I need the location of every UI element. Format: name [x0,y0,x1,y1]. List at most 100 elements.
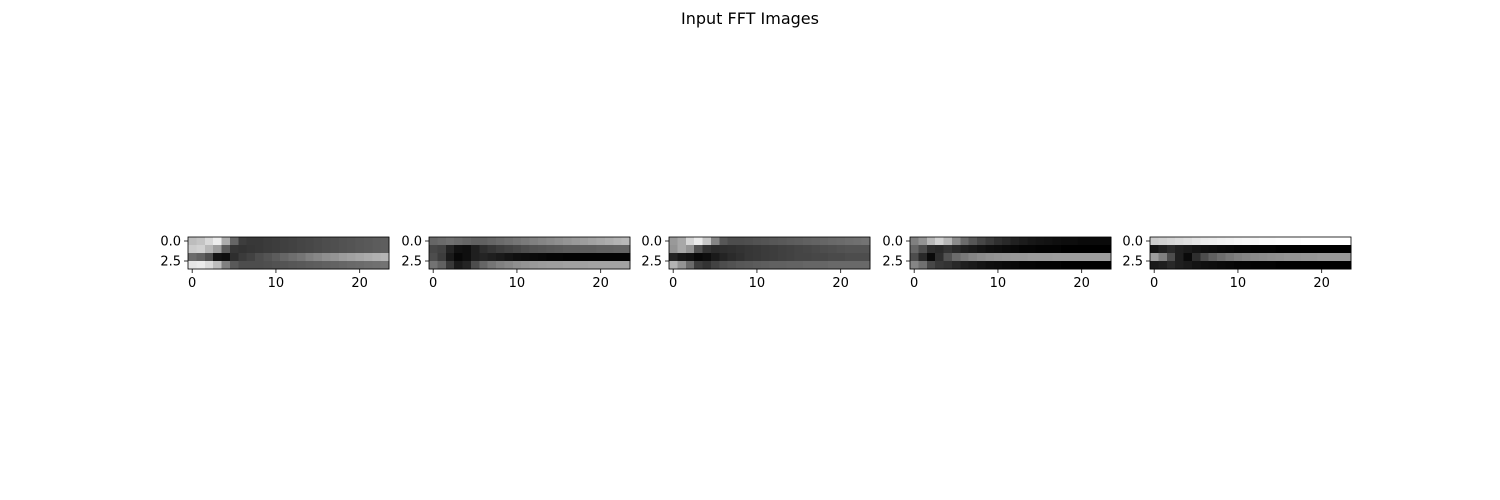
heatmap-cell [188,253,197,262]
heatmap-cell [288,245,298,254]
heatmap-cell [1183,253,1193,262]
heatmap-cell [445,245,455,254]
heatmap-cell [437,261,447,270]
y-tick-label: 0.0 [160,235,181,250]
x-tick-label: 20 [351,276,368,291]
heatmap-cell [1242,253,1251,262]
axes-frame [909,236,1112,270]
heatmap-cell [221,245,231,254]
heatmap-cell [727,237,737,246]
heatmap-cell [563,253,572,262]
axes-frame [187,236,390,270]
heatmap-cell [437,237,447,246]
heatmap-cell [694,245,703,254]
heatmap-cell [777,245,787,254]
heatmap-cell [563,237,572,246]
heatmap-cell [736,237,745,246]
heatmap-cell [1035,245,1045,254]
heatmap-cell [429,245,438,254]
y-tick-label: 2.5 [882,255,903,270]
heatmap-cell [512,261,522,270]
heatmap-cell [204,253,214,262]
heatmap-cell [504,245,514,254]
heatmap-cell [1035,261,1045,270]
heatmap-cell [836,253,846,262]
heatmap-cell [951,261,961,270]
heatmap-cell [604,253,614,262]
heatmap-cell [1284,261,1293,270]
heatmap-cell [479,261,488,270]
heatmap-cell [537,245,547,254]
heatmap-cell [1200,237,1209,246]
heatmap-cell [1267,245,1276,254]
heatmap-cell [512,237,522,246]
heatmap-cell [313,245,323,254]
heatmap-cell [521,261,530,270]
heatmap-cell [1077,261,1087,270]
heatmap-cell [803,237,812,246]
heatmap-cell [943,261,953,270]
heatmap-cell [1102,237,1112,246]
heatmap-cell [621,253,631,262]
heatmap-cell [1284,245,1293,254]
heatmap-cell [861,253,871,262]
heatmap-cell [280,237,289,246]
heatmap-cell [993,253,1003,262]
heatmap-cell [330,237,340,246]
heatmap-cell [977,253,986,262]
heatmap-cell [744,261,754,270]
heatmap-cell [588,237,597,246]
heatmap-cell [960,237,969,246]
heatmap-cell [1258,237,1268,246]
heatmap-cell [347,237,356,246]
heatmap-cell [196,261,206,270]
heatmap-cell [926,237,936,246]
heatmap-cell [1044,245,1053,254]
heatmap-cell [221,261,231,270]
heatmap-cell [213,237,222,246]
heatmap-cell [786,253,795,262]
heatmap-cell [563,245,572,254]
heatmap-cell [1325,245,1335,254]
heatmap-cell [960,245,969,254]
heatmap-cell [537,253,547,262]
heatmap-cell [229,253,239,262]
heatmap-cell [563,261,572,270]
heatmap-cell [1217,261,1226,270]
heatmap-cell [613,261,622,270]
heatmap-cell [1010,253,1020,262]
heatmap-cell [1175,253,1184,262]
heatmap-cell [1085,253,1095,262]
heatmap-cell [1175,237,1184,246]
heatmap-cell [926,253,936,262]
heatmap-cell [993,245,1003,254]
heatmap-cell [1334,237,1343,246]
heatmap-cell [496,261,505,270]
heatmap-cell [429,237,438,246]
heatmap-cell [546,253,555,262]
heatmap-cell [613,253,622,262]
heatmap-cell [604,237,614,246]
heatmap-cell [487,261,497,270]
heatmap-cell [380,237,390,246]
heatmap-cell [669,237,678,246]
x-tick-label: 0 [429,276,437,291]
heatmap-cell [677,245,687,254]
heatmap-cell [677,261,687,270]
heatmap-cell [487,245,497,254]
heatmap-cell [1267,237,1276,246]
heatmap-cell [977,261,986,270]
heatmap-cell [437,245,447,254]
heatmap-cell [470,261,480,270]
heatmap-cell [1300,237,1310,246]
heatmap-cell [454,261,463,270]
x-tick-label: 20 [1313,276,1330,291]
heatmap-cell [1292,253,1302,262]
heatmap-cell [1150,245,1159,254]
heatmap-cell [1284,237,1293,246]
heatmap-cell [828,237,837,246]
heatmap-cell [736,245,745,254]
heatmap-cell [504,261,514,270]
heatmap-cell [677,237,687,246]
heatmap-cell [777,253,787,262]
